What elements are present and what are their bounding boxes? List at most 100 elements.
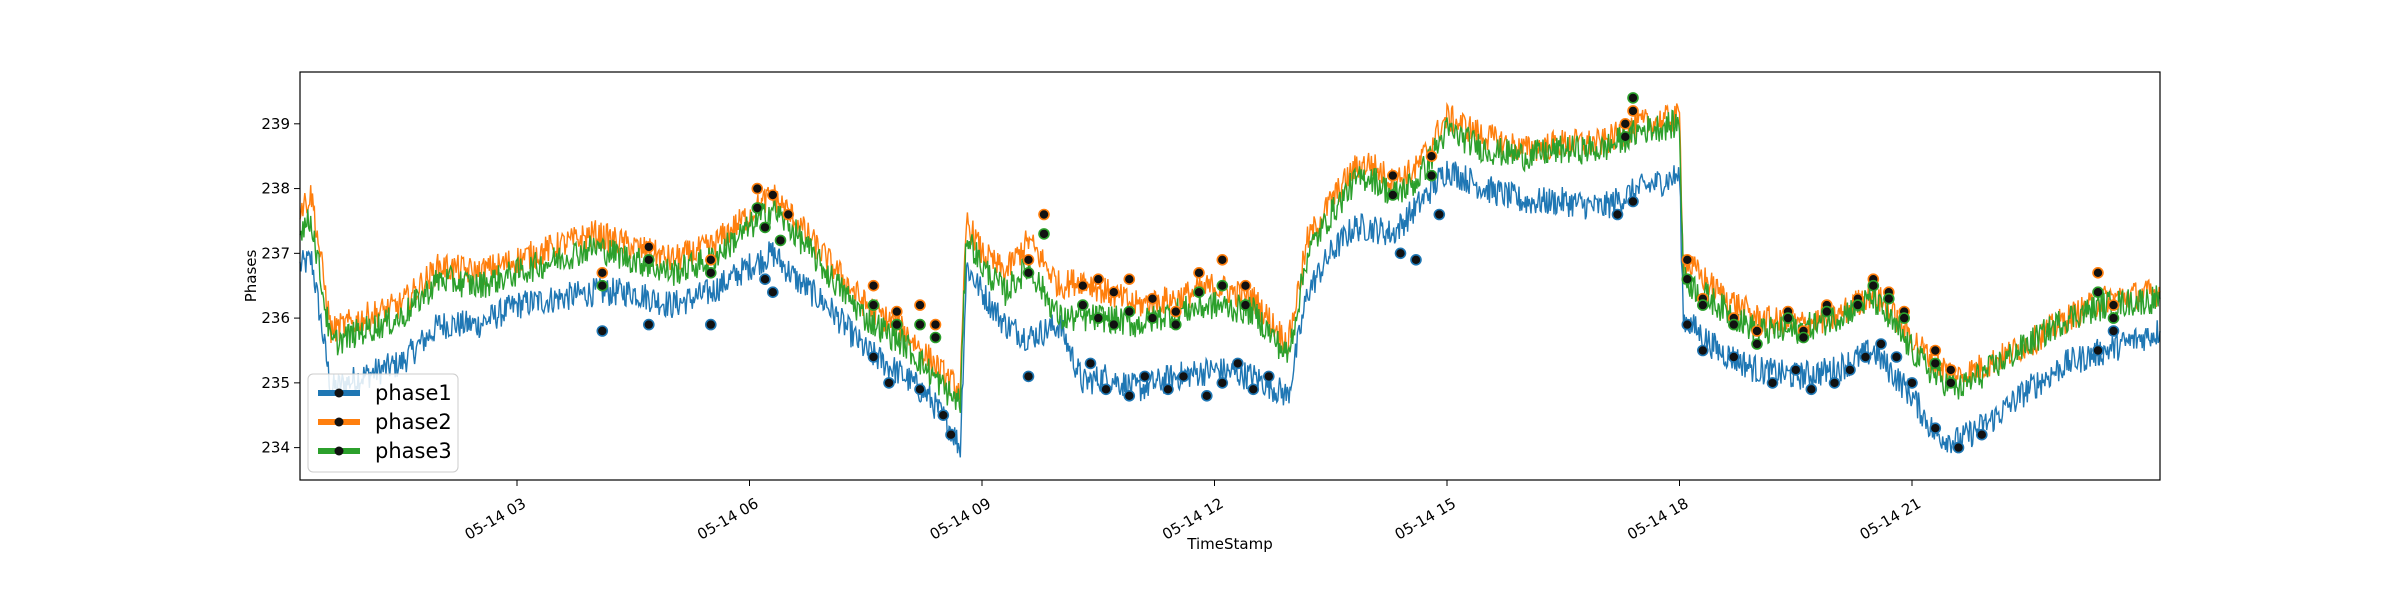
marker-phase1: [1022, 370, 1035, 383]
marker-phase2: [2107, 299, 2120, 311]
marker-phase3: [1852, 299, 1864, 311]
marker-phase3: [1821, 305, 1833, 318]
marker-phase2: [1170, 305, 1182, 318]
x-tick-label: 05-14 03: [462, 494, 529, 543]
marker-phase1: [642, 318, 655, 331]
marker-phase3: [704, 266, 717, 279]
marker-phase1: [1394, 247, 1407, 260]
marker-phase3: [596, 279, 609, 292]
marker-phase2: [1619, 118, 1632, 130]
marker-phase2: [1038, 208, 1050, 221]
marker-phase1: [1875, 338, 1887, 350]
marker-phase1: [1410, 253, 1422, 266]
marker-phase2: [751, 182, 764, 195]
legend: phase1 phase2 phase3: [307, 373, 459, 473]
marker-phase1: [596, 325, 609, 337]
y-tick-label: 234: [261, 439, 290, 457]
marker-phase2: [766, 189, 779, 201]
marker-phase2: [596, 266, 609, 279]
marker-phase1: [1805, 383, 1818, 396]
marker-phase1: [945, 428, 957, 441]
marker-phase2: [1022, 253, 1035, 266]
marker-phase1: [1247, 383, 1260, 396]
marker-phase3: [1681, 273, 1694, 286]
marker-phase2: [1193, 266, 1205, 279]
marker-phase1: [1681, 318, 1694, 331]
marker-phase1: [1766, 377, 1779, 389]
marker-phase1: [1952, 441, 1965, 454]
y-tick-label: 235: [261, 374, 290, 392]
marker-phase1: [1123, 389, 1136, 402]
marker-phase3: [1038, 228, 1050, 240]
x-axis-label: TimeStamp: [1186, 535, 1272, 553]
x-tick-label: 05-14 06: [694, 494, 761, 543]
marker-phase1: [914, 383, 926, 396]
legend-label-phase2: phase2: [375, 410, 452, 434]
marker-phase3: [914, 318, 926, 331]
marker-phase1: [883, 377, 895, 389]
marker-phase2: [2092, 266, 2104, 279]
marker-phase3: [867, 299, 880, 311]
x-tick-label: 05-14 18: [1624, 494, 1691, 543]
marker-phase1: [1844, 364, 1856, 376]
legend-box: [307, 373, 459, 473]
marker-phase1: [1177, 370, 1190, 383]
marker-phase1: [1627, 195, 1639, 208]
marker-phase3: [890, 318, 903, 331]
marker-phase3: [774, 234, 787, 247]
legend-label-phase3: phase3: [375, 439, 452, 463]
marker-phase3: [1797, 331, 1810, 344]
marker-phase2: [1387, 169, 1399, 182]
legend-marker-phase3: [334, 446, 344, 456]
marker-phase1: [1611, 208, 1624, 221]
marker-phase2: [1123, 273, 1136, 286]
legend-marker-phase2: [334, 417, 344, 427]
marker-phase1: [1100, 383, 1112, 396]
marker-phase3: [1751, 338, 1763, 350]
marker-phase3: [2092, 286, 2104, 299]
marker-phase1: [1232, 357, 1244, 370]
marker-phase1: [1263, 370, 1275, 383]
series-line-phase3: [299, 109, 2161, 414]
marker-phase3: [1425, 169, 1438, 182]
y-tick-label: 236: [261, 309, 290, 327]
marker-phase1: [1216, 377, 1229, 389]
marker-phase3: [642, 253, 655, 266]
marker-phase1: [1433, 208, 1446, 221]
marker-phase1: [1697, 344, 1709, 357]
marker-phase3: [1239, 299, 1252, 311]
marker-phase1: [759, 273, 771, 286]
legend-marker-phase1: [334, 388, 344, 398]
marker-phase3: [1216, 279, 1229, 292]
marker-phase3: [1146, 312, 1159, 324]
highlight-markers: [596, 92, 2120, 454]
marker-phase2: [1146, 292, 1159, 305]
marker-phase2: [1425, 150, 1438, 162]
marker-phase3: [1123, 305, 1136, 318]
marker-phase2: [867, 279, 880, 292]
marker-phase3: [1929, 357, 1942, 370]
marker-phase3: [759, 221, 771, 234]
marker-phase1: [766, 286, 779, 299]
marker-phase1: [1790, 364, 1802, 376]
marker-phase2: [1077, 279, 1089, 292]
marker-phase1: [1828, 377, 1841, 389]
y-axis-label: Phases: [242, 250, 260, 303]
marker-phase2: [1239, 279, 1252, 292]
x-tick-label: 05-14 21: [1857, 494, 1924, 543]
marker-phase2: [1216, 253, 1229, 266]
marker-phase2: [1108, 286, 1120, 299]
marker-phase1: [1084, 357, 1097, 370]
marker-phase1: [1890, 351, 1903, 363]
y-axis: 234 235 236 237 238 239: [261, 115, 300, 457]
plot-frame: [299, 71, 2161, 481]
x-tick-label: 05-14 09: [927, 494, 994, 543]
marker-phase2: [642, 241, 655, 253]
marker-phase3: [1387, 189, 1399, 201]
marker-phase2: [1929, 344, 1942, 357]
marker-phase3: [1022, 266, 1035, 279]
marker-phase3: [751, 202, 764, 214]
x-tick-label: 05-14 15: [1392, 494, 1459, 543]
marker-phase3: [1619, 131, 1632, 143]
